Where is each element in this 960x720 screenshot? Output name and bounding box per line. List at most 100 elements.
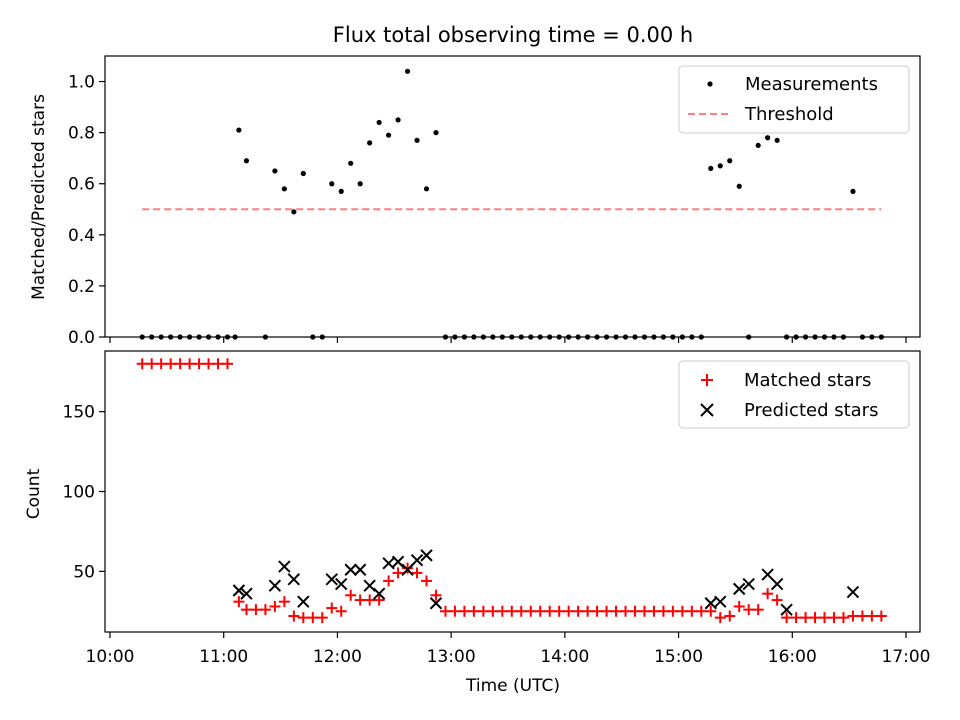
- measurement-point: [329, 181, 335, 187]
- legend-top-box: [678, 65, 910, 134]
- matched-star-point: [307, 612, 319, 624]
- measurement-point: [300, 170, 306, 177]
- measurement-point: [272, 168, 278, 174]
- matched-star-point: [591, 605, 603, 617]
- legend-predicted-marker: [700, 403, 714, 417]
- matched-star-point: [326, 602, 338, 614]
- matched-star-point: [866, 610, 878, 622]
- predicted-star-point: [780, 603, 793, 616]
- matched-star-point: [136, 358, 148, 370]
- matched-star-point: [212, 358, 224, 370]
- predicted-star-point: [344, 563, 357, 576]
- matched-star-point: [648, 605, 660, 617]
- chart-title: Flux total observing time = 0.00 h: [333, 23, 693, 47]
- predicted-star-point: [335, 577, 348, 591]
- measurement-point: [243, 158, 250, 164]
- predicted-star-point: [325, 573, 338, 586]
- matched-star-point: [193, 358, 205, 370]
- predicted-star-point: [420, 549, 433, 562]
- measurement-point: [348, 160, 354, 166]
- matched-star-point: [790, 612, 802, 624]
- matched-star-point: [250, 604, 262, 616]
- y-tick-label-top: 0.0: [68, 328, 95, 348]
- y-tick-label-top: 0.6: [68, 175, 95, 195]
- matched-star-point: [421, 575, 433, 587]
- predicted-star-point: [761, 568, 774, 581]
- matched-star-point: [458, 605, 470, 617]
- matched-star-point: [335, 605, 347, 617]
- matched-star-point: [354, 594, 366, 606]
- legend-measurements-label: Measurements: [745, 74, 878, 95]
- legend-measurements-marker: [707, 81, 713, 87]
- predicted-star-point: [278, 560, 291, 573]
- measurement-point: [765, 135, 771, 141]
- measurement-point: [755, 142, 761, 149]
- bottom-plot-frame: [104, 350, 921, 633]
- matched-star-point: [222, 358, 234, 370]
- matched-star-point: [695, 605, 707, 617]
- y-tick-label-top: 1.0: [68, 73, 95, 93]
- measurement-point: [395, 117, 401, 123]
- legend-bottom: Matched stars Predicted stars: [678, 360, 910, 429]
- predicted-star-point: [363, 579, 376, 592]
- predicted-star-point: [704, 597, 717, 610]
- predicted-star-point: [742, 577, 755, 591]
- predicted-star-point: [232, 584, 246, 597]
- matched-star-point: [468, 605, 480, 617]
- matched-star-point: [449, 605, 461, 617]
- predicted-star-point: [846, 585, 860, 599]
- matched-star-point: [837, 612, 849, 624]
- predicted-star-point: [287, 573, 301, 586]
- matched-star-point: [155, 358, 167, 370]
- matched-star-point: [582, 605, 594, 617]
- top-series: [139, 68, 884, 340]
- matched-star-point: [828, 612, 840, 624]
- predicted-star-point: [268, 579, 282, 592]
- predicted-star-point: [714, 595, 727, 608]
- y-tick-label-top: 0.2: [68, 277, 95, 297]
- predicted-star-point: [391, 555, 405, 568]
- measurement-point: [717, 163, 723, 169]
- matched-star-point: [610, 605, 622, 617]
- matched-star-point: [174, 358, 186, 370]
- x-tick-label: 12:00: [313, 647, 362, 667]
- y-axis-label-top: Matched/Predicted stars: [29, 94, 49, 300]
- matched-star-point: [667, 605, 679, 617]
- measurement-point: [736, 183, 742, 189]
- y-tick-label-bottom: 150: [63, 403, 95, 423]
- x-tick-label: 17:00: [882, 647, 931, 667]
- x-tick-label: 11:00: [199, 647, 248, 667]
- x-tick-label: 10:00: [86, 647, 135, 667]
- matched-star-point: [373, 594, 385, 606]
- matched-star-point: [411, 567, 423, 579]
- matched-star-point: [705, 605, 717, 617]
- measurement-point: [850, 188, 856, 194]
- measurement-point: [386, 132, 392, 138]
- matched-star-point: [364, 594, 376, 606]
- matched-star-point: [496, 605, 508, 617]
- measurement-point: [414, 137, 420, 143]
- predicted-star-point: [297, 595, 310, 608]
- y-tick-label-bottom: 50: [73, 562, 95, 582]
- matched-star-point: [297, 612, 309, 624]
- matched-star-point: [771, 594, 783, 606]
- measurement-point: [708, 165, 714, 171]
- matched-star-point: [629, 605, 641, 617]
- x-tick-label: 13:00: [427, 647, 476, 667]
- matched-star-point: [601, 605, 613, 617]
- matched-star-point: [146, 358, 158, 370]
- top-panel: Flux total observing time = 0.00 h Match…: [29, 23, 921, 348]
- legend-matched-label: Matched stars: [744, 370, 871, 391]
- measurement-point: [774, 137, 780, 143]
- measurement-point: [291, 209, 297, 215]
- predicted-star-point: [770, 577, 784, 591]
- measurement-point: [338, 188, 344, 194]
- matched-star-point: [856, 610, 868, 622]
- predicted-star-point: [410, 553, 424, 567]
- matched-star-point: [714, 612, 726, 624]
- matched-star-point: [724, 610, 736, 622]
- y-axis-label-bottom: Count: [24, 468, 44, 519]
- matched-star-point: [278, 596, 290, 608]
- matched-star-point: [657, 605, 669, 617]
